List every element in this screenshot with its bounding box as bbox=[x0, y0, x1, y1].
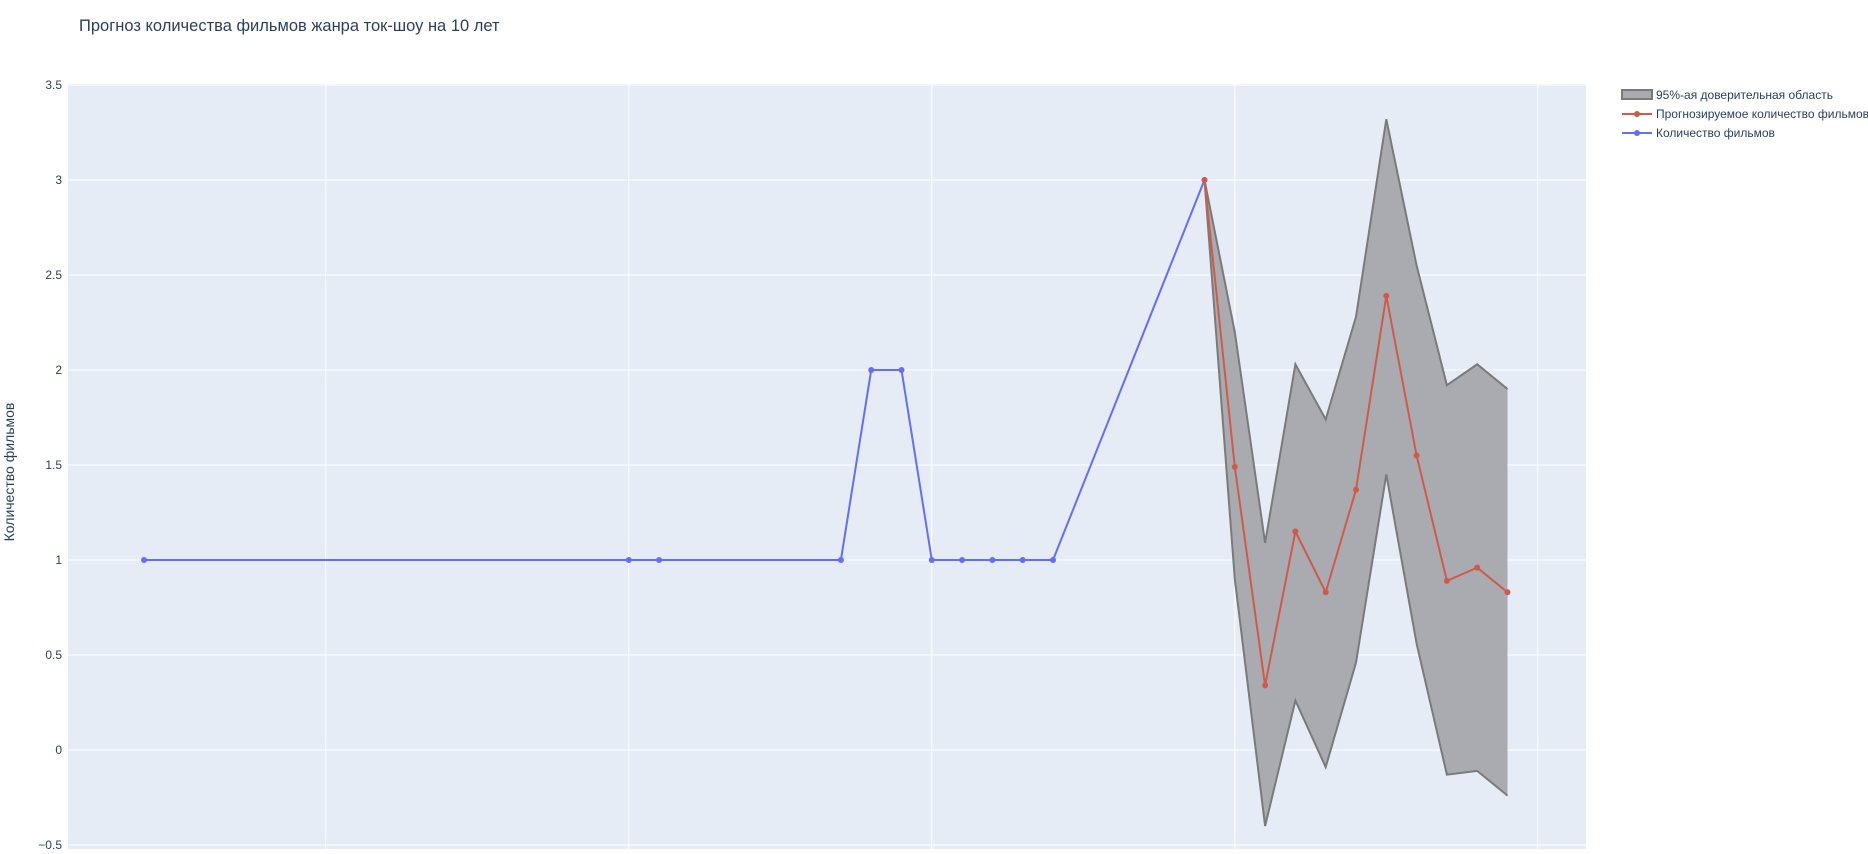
actual-point bbox=[1019, 557, 1026, 563]
actual-point bbox=[625, 557, 632, 563]
forecast-point bbox=[1292, 528, 1299, 535]
series-layer bbox=[141, 118, 1511, 827]
actual-point bbox=[959, 557, 966, 563]
actual-point bbox=[837, 557, 844, 563]
forecast-point bbox=[1443, 577, 1450, 584]
y-tick-label: 1 bbox=[55, 553, 62, 567]
y-tick-label: 3.5 bbox=[45, 78, 62, 92]
legend-forecast-label: Прогнозируемое количество фильмов bbox=[1656, 107, 1868, 121]
legend-actual-marker bbox=[1634, 130, 1640, 136]
y-tick-label: 0 bbox=[55, 743, 62, 757]
confidence-band-area bbox=[1204, 119, 1508, 826]
actual-point bbox=[868, 367, 875, 373]
forecast-point bbox=[1262, 682, 1269, 689]
y-tick-label: −0.5 bbox=[38, 838, 62, 849]
legend-forecast-marker bbox=[1634, 111, 1640, 117]
forecast-point bbox=[1322, 589, 1329, 596]
actual-point bbox=[898, 367, 905, 373]
legend-band-label: 95%-ая доверительная область bbox=[1656, 88, 1833, 102]
actual-point bbox=[989, 557, 996, 563]
confidence-band-upper bbox=[1203, 118, 1509, 544]
chart-title: Прогноз количества фильмов жанра ток-шоу… bbox=[79, 17, 500, 35]
forecast-point bbox=[1474, 564, 1481, 571]
forecast-point bbox=[1413, 452, 1420, 459]
forecast-point bbox=[1231, 463, 1238, 470]
forecast-point bbox=[1383, 292, 1390, 299]
legend-actual-label: Количество фильмов bbox=[1656, 126, 1775, 140]
legend-band-swatch bbox=[1621, 89, 1653, 100]
y-tick-label: 2.5 bbox=[45, 268, 62, 282]
actual-line bbox=[144, 179, 1206, 561]
confidence-band-lower bbox=[1203, 179, 1509, 827]
y-tick-label: 0.5 bbox=[45, 648, 62, 662]
actual-point bbox=[656, 557, 663, 563]
grid-layer bbox=[68, 84, 1586, 849]
forecast-point bbox=[1504, 589, 1511, 596]
forecast-point bbox=[1353, 486, 1359, 493]
actual-point bbox=[1050, 557, 1056, 563]
y-tick-labels: −0.5 0 0.5 1 1.5 2 2.5 3 3.5 bbox=[38, 78, 62, 852]
y-tick-label: 3 bbox=[55, 173, 62, 187]
actual-point bbox=[928, 557, 935, 563]
y-axis-label: Количество фильмов bbox=[1, 403, 17, 542]
forecast-point bbox=[1201, 177, 1208, 183]
y-tick-label: 1.5 bbox=[45, 458, 62, 472]
actual-point bbox=[141, 557, 147, 563]
y-tick-label: 2 bbox=[55, 363, 62, 377]
legend: 95%-ая доверительная область Прогнозируем… bbox=[1621, 88, 1868, 140]
